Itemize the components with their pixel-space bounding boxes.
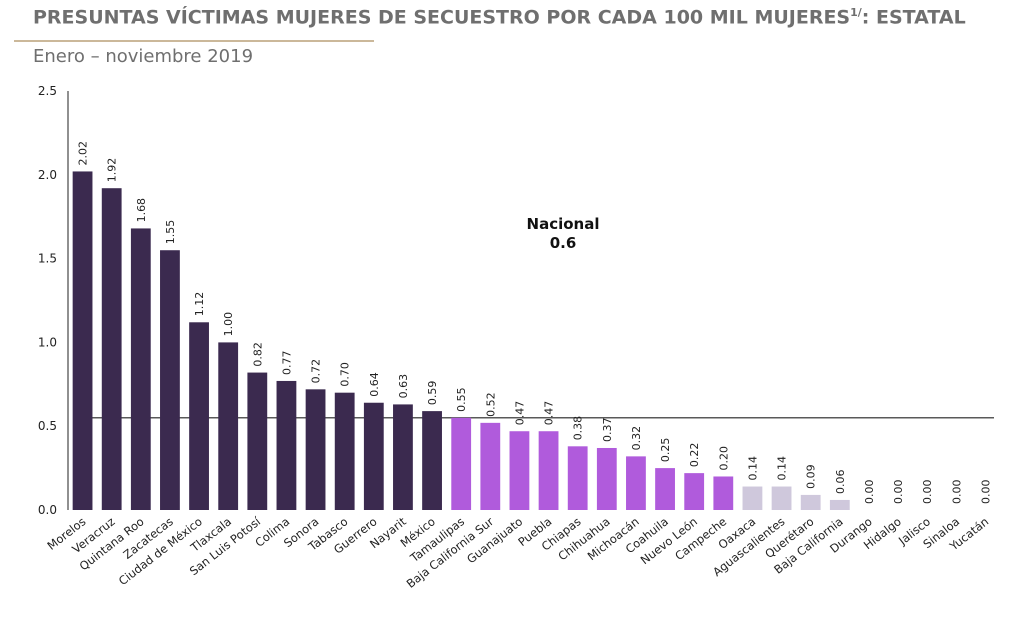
- bar-value-label: 2.02: [77, 141, 90, 166]
- bar-quer-taro: [800, 494, 821, 510]
- y-tick-label: 2.0: [38, 168, 57, 182]
- bar-value-label: 0.00: [979, 480, 992, 505]
- bar-tamaulipas: [451, 417, 472, 510]
- bar-value-label: 0.32: [630, 426, 643, 451]
- bar-coahuila: [655, 468, 675, 510]
- bar-aguascalientes: [771, 486, 792, 510]
- y-tick-label: 0.0: [38, 503, 57, 517]
- bar-value-label: 0.72: [310, 359, 323, 384]
- bar-nuevo-le-n: [684, 473, 705, 510]
- bar-value-label: 1.68: [135, 198, 148, 223]
- bar-value-label: 1.92: [106, 158, 119, 183]
- bar-morelos: [72, 171, 93, 510]
- bar-value-label: 0.25: [659, 438, 672, 463]
- bar-sonora: [305, 389, 326, 510]
- bar-chihuahua: [596, 447, 617, 510]
- bar-quintana-roo: [130, 228, 151, 510]
- bar-oaxaca: [742, 486, 763, 510]
- bar-value-label: 0.52: [484, 392, 497, 417]
- bar-value-label: 0.00: [863, 480, 876, 505]
- national-value: 0.6: [550, 234, 577, 252]
- bar-value-label: 0.00: [892, 480, 905, 505]
- bar-value-label: 0.64: [368, 372, 381, 397]
- bar-baja-california-sur: [480, 422, 501, 510]
- bar-value-label: 0.47: [543, 401, 556, 426]
- bar-value-label: 1.55: [164, 220, 177, 245]
- bar-tlaxcala: [218, 342, 239, 510]
- title-underline: [14, 40, 374, 42]
- bar-value-label: 0.06: [834, 469, 847, 494]
- bar-value-label: 0.37: [601, 417, 614, 442]
- bar-value-label: 0.59: [426, 381, 439, 406]
- national-label: Nacional: [527, 215, 600, 233]
- bar-value-label: 0.14: [746, 456, 759, 481]
- bar-value-label: 1.12: [193, 292, 206, 317]
- y-tick-label: 1.5: [38, 252, 57, 266]
- bar-value-label: 0.20: [717, 446, 730, 471]
- title-footnote-marker: 1/: [850, 6, 862, 19]
- bar-tabasco: [334, 392, 355, 510]
- bar-value-label: 0.55: [455, 387, 468, 412]
- bar-value-label: 0.70: [339, 362, 352, 387]
- bar-campeche: [713, 476, 734, 510]
- bar-guanajuato: [509, 431, 530, 510]
- bar-ciudad-de-m-xico: [189, 322, 209, 510]
- chart-title-suffix: : ESTATAL: [861, 6, 966, 29]
- bar-value-label: 0.63: [397, 374, 410, 399]
- chart-title: PRESUNTAS VÍCTIMAS MUJERES DE SECUESTRO …: [33, 6, 966, 28]
- chart-subtitle: Enero – noviembre 2019: [33, 46, 254, 67]
- bar-baja-california: [829, 499, 850, 510]
- bar-michoac-n: [626, 456, 646, 510]
- bar-chiapas: [567, 446, 588, 510]
- bar-zacatecas: [160, 250, 180, 510]
- bar-value-label: 1.00: [222, 312, 235, 337]
- bar-colima: [276, 380, 297, 510]
- bar-value-label: 0.09: [805, 464, 818, 489]
- bar-value-label: 0.77: [280, 350, 293, 375]
- bar-veracruz: [101, 188, 122, 510]
- chart-title-text: PRESUNTAS VÍCTIMAS MUJERES DE SECUESTRO …: [33, 6, 851, 29]
- bar-puebla: [538, 431, 559, 510]
- bar-value-label: 0.47: [513, 401, 526, 426]
- y-tick-label: 1.0: [38, 335, 57, 349]
- bar-value-label: 0.00: [950, 480, 963, 505]
- bar-guerrero: [363, 402, 384, 510]
- y-tick-label: 2.5: [38, 84, 57, 98]
- bar-value-label: 0.14: [776, 456, 789, 481]
- bar-san-luis-potos-: [247, 372, 268, 510]
- bar-nayarit: [393, 404, 413, 510]
- bar-value-label: 0.22: [688, 443, 701, 468]
- bar-value-label: 0.38: [572, 416, 585, 441]
- y-tick-label: 0.5: [38, 419, 57, 433]
- bar-value-label: 0.82: [251, 342, 264, 367]
- bar-value-label: 0.00: [921, 480, 934, 505]
- bar-m-xico: [422, 411, 442, 510]
